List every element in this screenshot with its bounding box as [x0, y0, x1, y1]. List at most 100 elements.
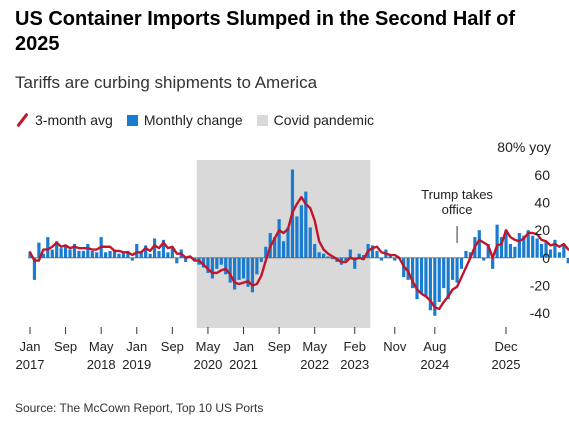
- bar: [201, 257, 206, 268]
- bar: [166, 252, 170, 258]
- bar: [406, 257, 410, 280]
- bar: [419, 257, 424, 294]
- chart-subtitle: Tariffs are curbing shipments to America: [15, 73, 318, 92]
- bar: [353, 257, 357, 269]
- y-tick-label: 20: [534, 222, 550, 238]
- bar: [86, 244, 90, 258]
- bar: [112, 249, 117, 258]
- bar: [37, 242, 41, 258]
- bar: [59, 248, 63, 258]
- bar: [513, 246, 517, 258]
- bar: [451, 257, 455, 280]
- bar: [224, 257, 228, 275]
- bar: [531, 235, 535, 258]
- bar: [362, 255, 366, 258]
- bar: [344, 257, 348, 261]
- x-tick-year: 2020: [193, 357, 222, 372]
- annotation-text-line2: office: [442, 202, 473, 217]
- three-month-avg-line: [28, 195, 569, 311]
- x-tick-month: Jan: [20, 339, 41, 354]
- bar: [126, 250, 130, 258]
- bar: [273, 237, 277, 258]
- bar: [562, 244, 566, 258]
- bar: [246, 257, 250, 287]
- bar: [157, 250, 161, 258]
- bar: [299, 205, 303, 258]
- bar: [388, 255, 392, 258]
- bar: [46, 237, 50, 258]
- bar: [152, 238, 157, 258]
- bar: [233, 257, 237, 290]
- y-tick-label: 60: [534, 167, 550, 183]
- bar: [326, 256, 330, 258]
- bar: [130, 257, 134, 261]
- x-tick-year: 2021: [229, 357, 258, 372]
- bar: [55, 241, 59, 258]
- bar: [446, 257, 450, 300]
- bar: [219, 257, 223, 265]
- bar: [63, 245, 68, 258]
- bar: [375, 250, 379, 258]
- x-tick-month: Nov: [383, 339, 407, 354]
- x-tick-month: Dec: [494, 339, 518, 354]
- bar: [77, 250, 81, 258]
- legend-item-shade: Covid pandemic: [256, 112, 375, 128]
- annotation-text-line1: Trump takes: [421, 187, 493, 202]
- bar: [28, 252, 32, 258]
- x-tick-year: 2017: [16, 357, 45, 372]
- bar: [117, 253, 121, 258]
- bar: [170, 246, 174, 258]
- bar: [544, 241, 548, 258]
- bar: [104, 252, 108, 258]
- bar: [415, 257, 419, 300]
- legend-item-bar: Monthly change: [126, 112, 243, 128]
- bar: [139, 252, 143, 258]
- bar: [121, 252, 126, 258]
- bar: [495, 224, 499, 258]
- x-tick-month: Sep: [268, 339, 291, 354]
- bar: [557, 252, 561, 258]
- x-tick-month: May: [302, 339, 327, 354]
- x-tick-year: 2025: [492, 357, 521, 372]
- legend-line-label: 3-month avg: [35, 112, 113, 128]
- bar: [215, 257, 219, 269]
- y-axis-label: 80% yoy: [497, 139, 551, 155]
- chart-title: US Container Imports Slumped in the Seco…: [15, 8, 516, 55]
- chart-source: Source: The McCown Report, Top 10 US Por…: [15, 401, 264, 415]
- bar: [459, 257, 464, 269]
- bar: [95, 252, 99, 258]
- x-tick-month: Jan: [126, 339, 147, 354]
- bar: [539, 244, 544, 258]
- legend-bar-label: Monthly change: [143, 112, 243, 128]
- bar: [317, 252, 321, 258]
- legend-shade-label: Covid pandemic: [273, 112, 375, 128]
- bar: [424, 257, 428, 297]
- bar: [175, 257, 179, 264]
- bar: [330, 257, 335, 260]
- bar: [428, 257, 432, 311]
- shade-swatch-icon: [256, 114, 268, 126]
- bar: [477, 230, 481, 258]
- bar: [455, 257, 459, 283]
- y-tick-label: 0: [542, 250, 550, 266]
- bar: [410, 257, 415, 289]
- y-tick-label: 40: [534, 195, 550, 211]
- bar: [250, 257, 255, 293]
- bar: [499, 237, 504, 258]
- bar: [81, 250, 85, 258]
- bar: [68, 249, 72, 258]
- bar: [135, 244, 139, 258]
- bar: [548, 249, 553, 258]
- bar: [535, 238, 539, 258]
- x-tick-month: Sep: [161, 339, 184, 354]
- bar: [237, 257, 241, 280]
- bar: [348, 249, 352, 258]
- bar: [184, 257, 188, 262]
- bar: [482, 257, 486, 261]
- bar: [259, 257, 263, 262]
- x-tick-year: 2018: [87, 357, 116, 372]
- y-tick-label: -20: [530, 277, 550, 293]
- bar: [313, 244, 317, 258]
- bar: [508, 244, 513, 258]
- bar: [442, 257, 446, 289]
